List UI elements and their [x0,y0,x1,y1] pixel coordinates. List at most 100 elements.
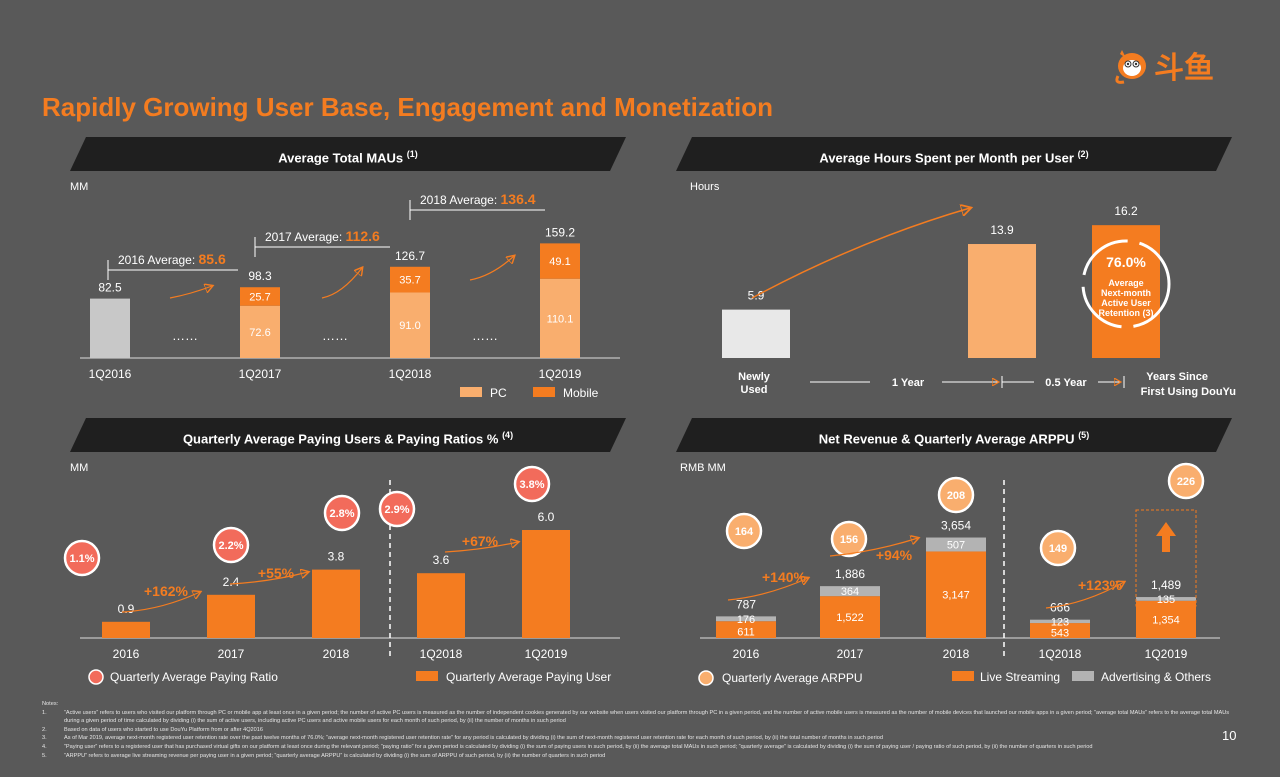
note-item: 2. Based on data of users who started to … [42,726,263,733]
revenue-bar-live [820,596,880,638]
x-label-mid1: 1 Year [892,377,925,389]
revenue-bar-adv [926,537,986,552]
page-title: Rapidly Growing User Base, Engagement an… [42,92,773,122]
arppu-bubble [830,520,868,558]
mau-bar-pc [240,305,280,358]
mau-heading: Average Total MAUs (1) [278,149,418,166]
legend-swatch-mobile [533,387,555,397]
mau-total-label: 126.7 [395,249,425,263]
growth-arrow [469,256,514,281]
arppu-label: 164 [735,526,754,538]
paying-ratio-bubble [212,526,250,564]
average-prefix: 2017 Average: [265,230,346,244]
mau-category-label: 1Q2018 [389,367,432,381]
growth-arrow [1045,582,1124,609]
highlight-box [1135,509,1197,607]
growth-label: +94% [876,547,913,563]
revenue-category-label: 2018 [943,647,970,661]
revenue-adv-label: 364 [841,586,859,598]
note-item: 3. As of Mar 2019, average next-month reg… [42,735,883,742]
note-item: 4. “Paying user” refers to a registered u… [42,743,1093,750]
growth-arrow [169,286,212,299]
retention-value: 76.0% [1106,254,1146,270]
revenue-bar-adv [1030,619,1090,624]
x-label-mid2: 0.5 Year [1045,377,1087,389]
revenue-band [676,418,1232,452]
legend-label-pc: PC [490,386,507,400]
retention-caption-line: Active User [1101,298,1151,308]
paying-bar [312,569,360,638]
mau-mobile-label: 35.7 [399,275,420,287]
paying-ratio-label: 3.8% [519,479,544,491]
paying-bar [102,621,150,638]
growth-arrow [751,208,970,299]
revenue-bar-live [716,621,776,638]
revenue-heading: Net Revenue & Quarterly Average ARPPU (5… [818,430,1090,447]
arppu-label: 226 [1177,476,1195,488]
footnotes: Notes: 1. “Active users” refers to users … [42,700,1232,760]
paying-band [70,418,626,452]
growth-label: +162% [144,583,189,599]
mau-total-label: 82.5 [98,281,122,295]
growth-arrow [229,572,308,585]
hours-bar [722,309,790,358]
mau-chart: 82.5 1Q2016 72.6 25.7 98.3 1Q2017 91.0 35.7 126.… [80,191,620,400]
growth-label: +67% [462,533,499,549]
revenue-category-label: 1Q2018 [1039,647,1082,661]
revenue-bar-adv [820,586,880,597]
mau-category-label: 1Q2017 [239,367,282,381]
paying-ratio-label: 1.1% [69,553,94,565]
revenue-category-label: 1Q2019 [1145,647,1188,661]
revenue-total-label: 787 [736,597,756,611]
average-label: 2016 Average: 85.6 [118,251,226,267]
hours-chart: 5.913.916.276.0%AverageNext-monthActive … [722,180,1236,398]
x-label-end: Years Since [1146,371,1208,383]
legend-label-mobile: Mobile [563,386,599,400]
arppu-bubble [725,512,763,550]
retention-badge-ring [1081,239,1171,329]
growth-label: +140% [762,569,807,585]
revenue-bar-live [1030,623,1090,638]
paying-category-label: 1Q2019 [525,647,568,661]
legend-swatch-user [416,671,438,681]
paying-bar [207,594,255,638]
paying-ratio-label: 2.8% [329,508,354,520]
arppu-label: 208 [947,490,965,502]
legend-label-adv: Advertising & Others [1101,670,1211,684]
x-label-start: Newly [738,371,771,383]
paying-category-label: 2018 [323,647,350,661]
mau-band [70,137,626,171]
legend-label-ratio: Quarterly Average Paying Ratio [110,670,278,684]
revenue-adv-label: 176 [737,614,755,626]
revenue-adv-label: 507 [947,539,965,551]
revenue-bar-adv [1136,597,1196,601]
revenue-unit: RMB MM [680,462,726,474]
mau-bar-mobile [540,243,580,279]
retention-caption-line: Retention (3) [1099,308,1154,318]
average-prefix: 2016 Average: [118,253,199,267]
legend-label-live: Live Streaming [980,670,1060,684]
average-value: 136.4 [501,191,536,207]
mau-category-label: 1Q2019 [539,367,582,381]
paying-chart: 0.9 2016 1.1% 2.4 2017 2.2% 3.8 2018 2.8% 3.6 1Q20… [63,465,620,685]
growth-arrow [444,542,518,553]
mau-bar-pc [390,292,430,358]
average-prefix: 2018 Average: [420,193,501,207]
growth-arrow [321,268,362,299]
paying-value-label: 3.6 [433,553,450,567]
mau-mobile-label: 25.7 [249,291,270,303]
revenue-adv-label: 135 [1157,594,1175,606]
paying-ratio-bubble [378,490,416,528]
paying-category-label: 1Q2018 [420,647,463,661]
hours-value-label: 13.9 [990,223,1014,237]
revenue-bar-live [926,551,986,638]
paying-ratio-bubble [63,539,101,577]
paying-bar [522,530,570,638]
paying-value-label: 0.9 [118,602,135,616]
paying-unit: MM [70,462,89,474]
retention-caption-line: Next-month [1101,288,1151,298]
average-label: 2017 Average: 112.6 [265,228,380,244]
arppu-bubble [1039,529,1077,567]
paying-value-label: 6.0 [538,510,555,524]
revenue-category-label: 2016 [733,647,760,661]
